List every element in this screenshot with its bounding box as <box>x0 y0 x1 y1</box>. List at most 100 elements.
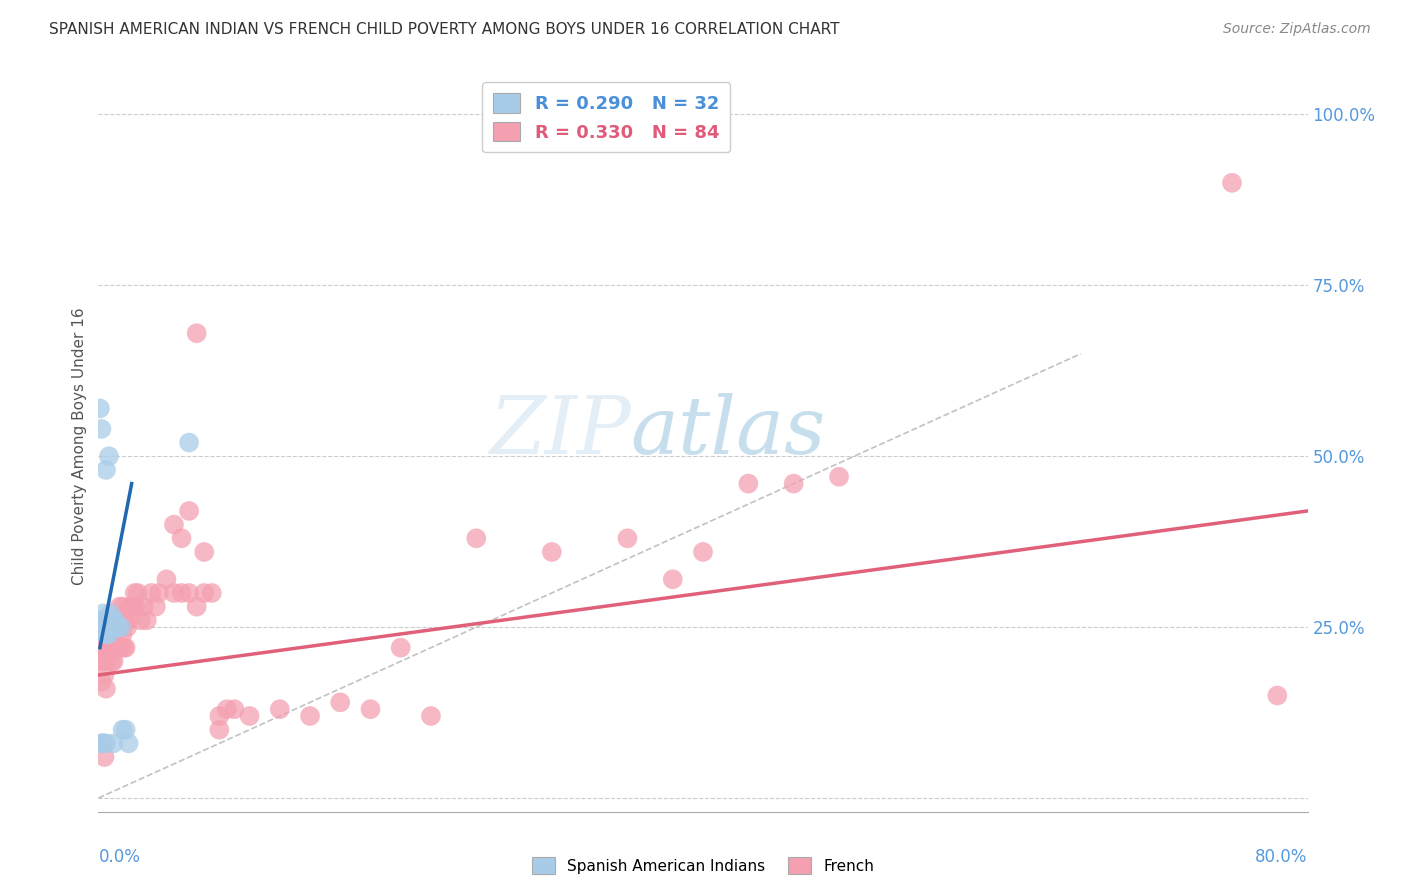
Point <box>90 736 112 750</box>
Point <box>783 476 806 491</box>
Point <box>661 572 683 586</box>
Point <box>112 640 135 655</box>
Point <box>208 709 231 723</box>
Point <box>91 736 114 750</box>
Point <box>616 531 638 545</box>
Point <box>93 627 115 641</box>
Point <box>108 599 131 614</box>
Point <box>101 620 124 634</box>
Point <box>103 736 125 750</box>
Point <box>93 627 115 641</box>
Point <box>93 668 115 682</box>
Point <box>145 599 167 614</box>
Point <box>100 613 122 627</box>
Point <box>111 723 134 737</box>
Point <box>1220 176 1243 190</box>
Point <box>163 517 186 532</box>
Text: 0.0%: 0.0% <box>98 848 141 866</box>
Point <box>89 640 111 655</box>
Text: ZIP: ZIP <box>489 392 630 470</box>
Point <box>420 709 443 723</box>
Point <box>98 620 121 634</box>
Point <box>148 586 170 600</box>
Point <box>101 613 124 627</box>
Point <box>828 469 851 483</box>
Point <box>129 613 152 627</box>
Point <box>104 627 127 641</box>
Point <box>90 620 112 634</box>
Point <box>179 504 201 518</box>
Point <box>94 627 117 641</box>
Point <box>94 654 117 668</box>
Point <box>93 620 115 634</box>
Point <box>112 607 135 621</box>
Legend: Spanish American Indians, French: Spanish American Indians, French <box>526 851 880 880</box>
Point <box>94 640 117 655</box>
Point <box>107 640 129 655</box>
Point <box>91 613 114 627</box>
Point <box>89 613 111 627</box>
Point <box>94 613 117 627</box>
Point <box>104 640 127 655</box>
Point <box>1267 689 1289 703</box>
Point <box>98 627 121 641</box>
Point <box>98 640 121 655</box>
Point <box>170 586 193 600</box>
Point <box>239 709 262 723</box>
Point <box>101 654 124 668</box>
Point <box>737 476 759 491</box>
Point <box>193 586 215 600</box>
Y-axis label: Child Poverty Among Boys Under 16: Child Poverty Among Boys Under 16 <box>72 307 87 585</box>
Point <box>124 586 146 600</box>
Point <box>132 599 155 614</box>
Point <box>141 586 163 600</box>
Point <box>98 613 121 627</box>
Point <box>114 613 136 627</box>
Point <box>179 586 201 600</box>
Point <box>107 613 129 627</box>
Point <box>122 599 145 614</box>
Point <box>127 586 149 600</box>
Point <box>111 627 134 641</box>
Point <box>96 620 118 634</box>
Legend: R = 0.290   N = 32, R = 0.330   N = 84: R = 0.290 N = 32, R = 0.330 N = 84 <box>482 82 730 153</box>
Point <box>93 750 115 764</box>
Point <box>103 613 125 627</box>
Point <box>90 422 112 436</box>
Point <box>299 709 322 723</box>
Point <box>389 640 412 655</box>
Point <box>360 702 382 716</box>
Point <box>115 620 138 634</box>
Point <box>121 599 143 614</box>
Point <box>118 613 141 627</box>
Point <box>100 620 122 634</box>
Point <box>96 613 118 627</box>
Point <box>96 640 118 655</box>
Text: SPANISH AMERICAN INDIAN VS FRENCH CHILD POVERTY AMONG BOYS UNDER 16 CORRELATION : SPANISH AMERICAN INDIAN VS FRENCH CHILD … <box>49 22 839 37</box>
Point <box>105 640 128 655</box>
Point <box>89 401 111 416</box>
Point <box>465 531 488 545</box>
Point <box>110 620 132 634</box>
Point <box>186 599 208 614</box>
Point <box>215 702 238 716</box>
Point <box>90 654 112 668</box>
Point <box>224 702 246 716</box>
Point <box>186 326 208 341</box>
Point <box>201 586 224 600</box>
Point <box>104 620 127 634</box>
Point <box>120 599 142 614</box>
Text: atlas: atlas <box>630 392 825 470</box>
Point <box>94 736 117 750</box>
Point <box>114 640 136 655</box>
Point <box>269 702 291 716</box>
Point <box>90 674 112 689</box>
Point <box>91 736 114 750</box>
Point <box>103 654 125 668</box>
Point <box>540 545 562 559</box>
Point <box>110 613 132 627</box>
Text: Source: ZipAtlas.com: Source: ZipAtlas.com <box>1223 22 1371 37</box>
Point <box>91 607 114 621</box>
Point <box>118 736 141 750</box>
Point <box>104 613 127 627</box>
